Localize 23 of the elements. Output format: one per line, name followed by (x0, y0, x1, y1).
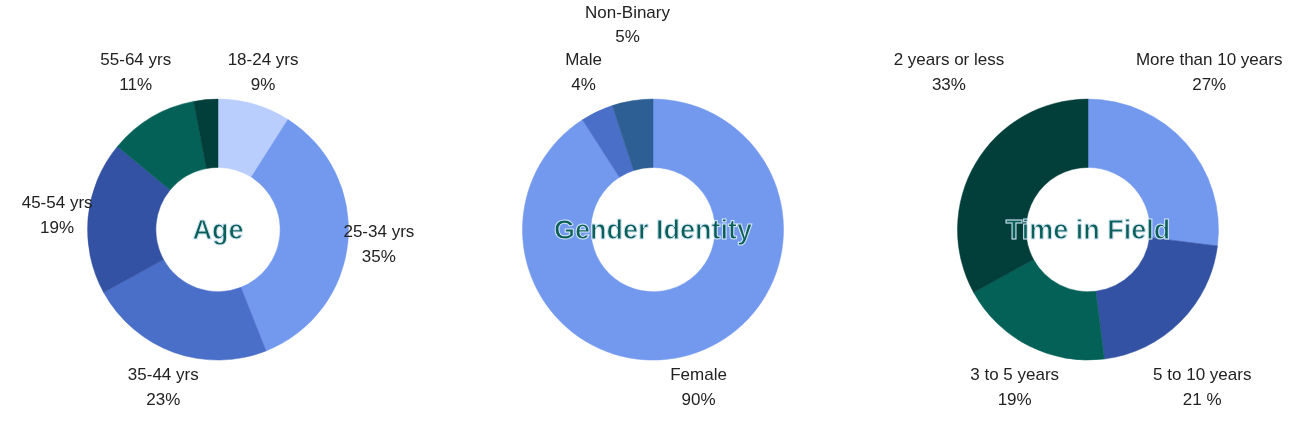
slice-label: Male (565, 50, 602, 70)
data-label: 35% (361, 247, 396, 267)
slice-label: More than 10 years (1135, 50, 1283, 70)
data-label: 33% (931, 74, 966, 94)
data-label: 90% (681, 389, 716, 409)
data-label: 19% (40, 217, 75, 237)
text: Age (192, 214, 244, 245)
slice-label: 5 to 10 years (1153, 365, 1252, 385)
data-label: 11% (119, 74, 153, 94)
data-label: 21 % (1182, 389, 1222, 409)
slice-label: 18-24 yrs (227, 50, 299, 70)
slice-label: 3 to 5 years (970, 365, 1060, 385)
data-label: 19% (997, 389, 1032, 409)
data-label: 5% (615, 27, 640, 47)
data-label: 4% (571, 74, 596, 94)
slice-label: 35-44 yrs (127, 365, 199, 385)
slice-label: Non-Binary (584, 2, 671, 22)
data-label: 23% (146, 389, 181, 409)
slice-label: 2 years or less (893, 50, 1005, 70)
data-label: 27% (1192, 74, 1227, 94)
data-label: 9% (250, 74, 276, 94)
slice-label: 55-64 yrs (100, 50, 172, 70)
slice-label: Female (670, 365, 727, 385)
